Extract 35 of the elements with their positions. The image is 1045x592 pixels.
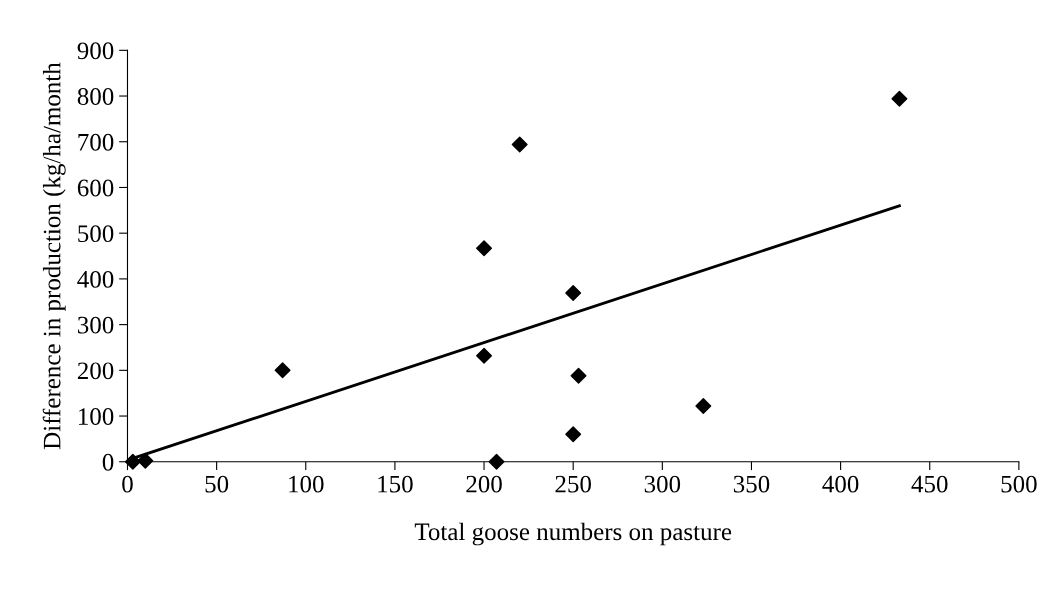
y-tick-label: 800 — [77, 88, 114, 105]
point — [476, 347, 493, 364]
point — [124, 453, 141, 470]
y-axis-title: Difference in production (kg/ha/month — [42, 62, 66, 450]
x-tick-label: 50 — [205, 475, 229, 493]
x-tick-label: 250 — [555, 475, 591, 493]
y-tick-label: 0 — [102, 453, 114, 471]
point — [511, 136, 528, 153]
y-tick-label: 200 — [77, 362, 114, 380]
x-tick-label: 500 — [1001, 475, 1037, 493]
point — [565, 285, 582, 302]
point — [488, 453, 505, 470]
x-tick-label: 450 — [911, 475, 948, 493]
x-tick-label: 200 — [466, 475, 502, 493]
x-tick-label: 100 — [289, 475, 324, 493]
x-tick-label: 0 — [122, 475, 133, 493]
point — [565, 426, 582, 443]
y-tick-label: 600 — [77, 179, 114, 197]
x-tick-label: 300 — [644, 475, 681, 493]
x-tick-label: 400 — [822, 475, 859, 493]
y-tick-label: 500 — [78, 225, 114, 243]
point — [137, 452, 154, 469]
y-tick-label: 400 — [77, 270, 114, 288]
y-tick-label: 900 — [77, 42, 114, 60]
y-tick-label: 700 — [78, 133, 114, 151]
x-tick-label: 350 — [733, 475, 770, 493]
x-axis-title: Total goose numbers on pasture — [414, 522, 732, 546]
point — [695, 398, 712, 414]
y-tick-label: 100 — [78, 408, 114, 425]
point — [891, 90, 908, 107]
point — [476, 240, 493, 257]
point — [274, 362, 291, 379]
x-tick-label: 150 — [378, 475, 413, 493]
y-tick-label: 300 — [77, 316, 114, 334]
point — [570, 367, 587, 384]
